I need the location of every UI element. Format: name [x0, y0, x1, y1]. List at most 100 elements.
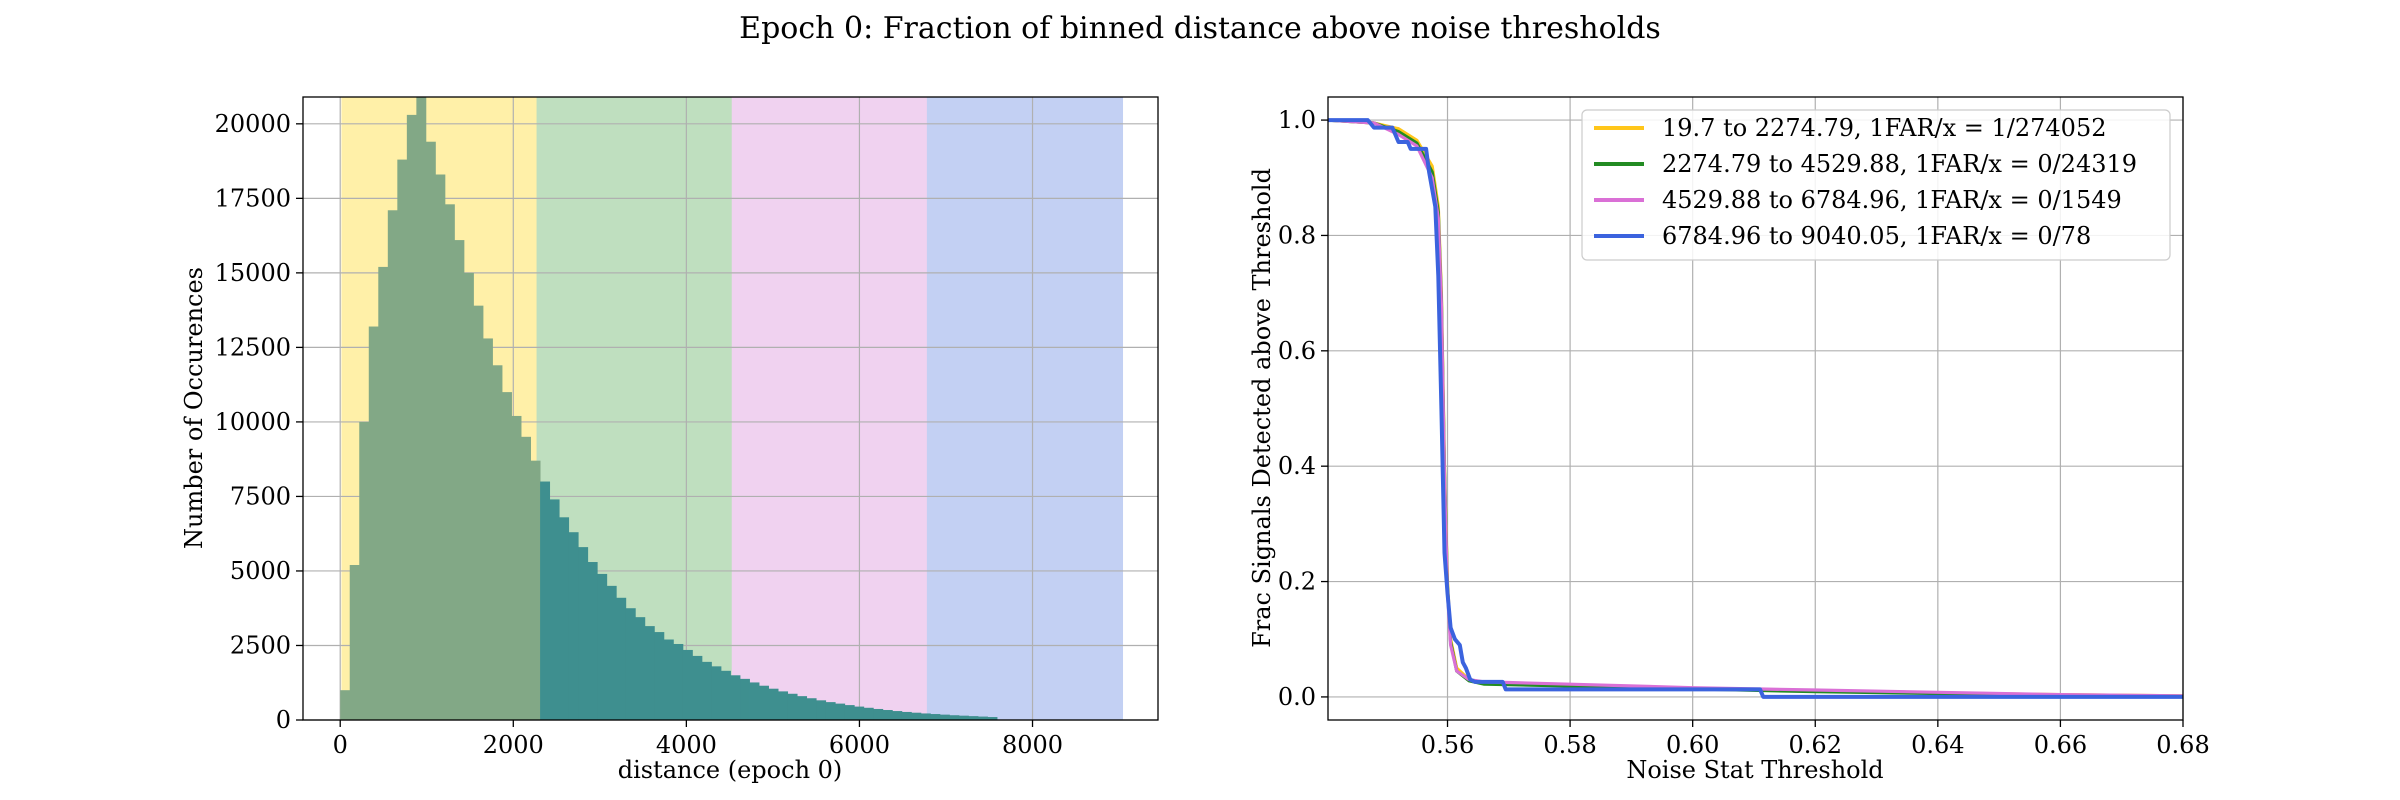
histogram-bar	[740, 678, 750, 720]
histogram-bar	[368, 326, 379, 720]
x-tick-label: 0.64	[1911, 731, 1964, 759]
histogram-bar	[911, 712, 922, 720]
y-tick-label: 0.0	[1278, 683, 1316, 711]
legend-label-3: 4529.88 to 6784.96, 1FAR/x = 0/1549	[1662, 186, 2122, 214]
histogram-bar	[816, 700, 827, 720]
x-tick-label: 0.60	[1666, 731, 1719, 759]
histogram-bar	[597, 573, 608, 720]
histogram-bar	[949, 715, 960, 720]
histogram-chart: 0 2000 4000 6000 8000 0 2500 5000 7500 10000 12500…	[180, 96, 1159, 784]
y-tick-label: 1.0	[1278, 106, 1316, 134]
histogram-ticks: 0 2000 4000 6000 8000 0 2500 5000 7500 10000 12500…	[215, 110, 1063, 759]
x-tick-label: 2000	[483, 731, 544, 759]
histogram-bar	[511, 415, 522, 720]
histogram-bar	[416, 97, 427, 720]
histogram-bar	[920, 713, 931, 720]
histogram-bar	[787, 693, 798, 720]
histogram-bar	[882, 710, 893, 720]
x-tick-label: 0.58	[1543, 731, 1596, 759]
histogram-bar	[806, 698, 817, 720]
y-tick-label: 15000	[215, 259, 291, 287]
histogram-bars	[340, 97, 998, 721]
histogram-bar	[939, 714, 950, 720]
histogram-bar	[540, 481, 551, 720]
histogram-bar	[387, 210, 398, 721]
histogram-bar	[968, 716, 979, 720]
histogram-bar	[425, 141, 436, 721]
histogram-bar	[701, 661, 712, 720]
y-tick-label: 0	[276, 706, 291, 734]
line-series	[1328, 118, 2183, 699]
histogram-bar	[568, 532, 579, 720]
histogram-y-label: Number of Occurences	[180, 267, 208, 549]
legend-label-4: 6784.96 to 9040.05, 1FAR/x = 0/78	[1662, 222, 2091, 250]
series-line-4	[1328, 118, 2183, 699]
histogram-bar	[720, 670, 731, 720]
y-tick-label: 5000	[230, 557, 291, 585]
legend: 19.7 to 2274.79, 1FAR/x = 1/274052 2274.7…	[1581, 109, 2171, 261]
histogram-bar	[463, 272, 474, 720]
histogram-bar	[797, 696, 808, 720]
y-tick-label: 0.6	[1278, 337, 1316, 365]
y-tick-label: 7500	[230, 482, 291, 510]
legend-label-2: 2274.79 to 4529.88, 1FAR/x = 0/24319	[1662, 150, 2137, 178]
histogram-bar	[692, 655, 703, 720]
line-x-label: Noise Stat Threshold	[1626, 756, 1883, 784]
x-tick-label: 8000	[1002, 731, 1063, 759]
histogram-bar	[673, 643, 684, 720]
histogram-bar	[483, 338, 493, 720]
legend-label-1: 19.7 to 2274.79, 1FAR/x = 1/274052	[1662, 114, 2107, 142]
histogram-bar	[987, 717, 998, 720]
histogram-bar	[625, 608, 636, 720]
histogram-bar	[502, 392, 512, 720]
histogram-bar	[340, 690, 351, 720]
histogram-bar	[873, 708, 884, 720]
histogram-bar	[397, 159, 408, 720]
histogram-bar	[444, 204, 455, 720]
histogram-bar	[749, 682, 760, 720]
legend-box	[1581, 109, 2171, 261]
histogram-bar	[901, 711, 912, 720]
distance-band-3	[731, 96, 928, 721]
x-tick-label: 0.66	[2034, 731, 2087, 759]
x-tick-label: 0.62	[1789, 731, 1842, 759]
distance-band-4	[926, 96, 1124, 721]
histogram-bar	[644, 626, 655, 720]
line-axes-frame	[1327, 96, 2184, 721]
histogram-bar	[606, 585, 617, 720]
histogram-bar	[454, 240, 465, 720]
histogram-bar	[863, 707, 874, 720]
histogram-bar	[978, 716, 988, 720]
histogram-bar	[930, 714, 941, 720]
histogram-x-label: distance (epoch 0)	[618, 756, 843, 784]
x-tick-label: 0.56	[1421, 731, 1474, 759]
histogram-bar	[682, 649, 693, 720]
histogram-bar	[378, 266, 389, 720]
histogram-bar	[616, 597, 627, 720]
histogram-bar	[958, 715, 969, 720]
y-tick-label: 20000	[215, 110, 291, 138]
histogram-bar	[349, 564, 360, 720]
histogram-bar	[844, 705, 855, 720]
histogram-bar	[359, 421, 370, 720]
histogram-bar	[559, 517, 570, 720]
histogram-bar	[635, 617, 646, 720]
x-tick-label: 0	[333, 731, 348, 759]
histogram-bar	[530, 460, 541, 720]
series-line-3	[1328, 118, 2183, 698]
histogram-bar	[406, 114, 417, 720]
histogram-bar	[578, 547, 589, 720]
histogram-bar	[768, 688, 779, 720]
histogram-bar	[759, 685, 769, 720]
y-tick-label: 10000	[215, 408, 291, 436]
histogram-bar	[473, 305, 484, 720]
histogram-bar	[435, 174, 446, 721]
line-y-label: Frac Signals Detected above Threshold	[1248, 168, 1276, 648]
histogram-bar	[854, 706, 865, 720]
histogram-bar	[587, 562, 598, 720]
histogram-bar	[835, 703, 846, 720]
y-tick-label: 0.4	[1278, 452, 1316, 480]
y-tick-label: 12500	[215, 333, 291, 361]
x-tick-label: 4000	[656, 731, 717, 759]
